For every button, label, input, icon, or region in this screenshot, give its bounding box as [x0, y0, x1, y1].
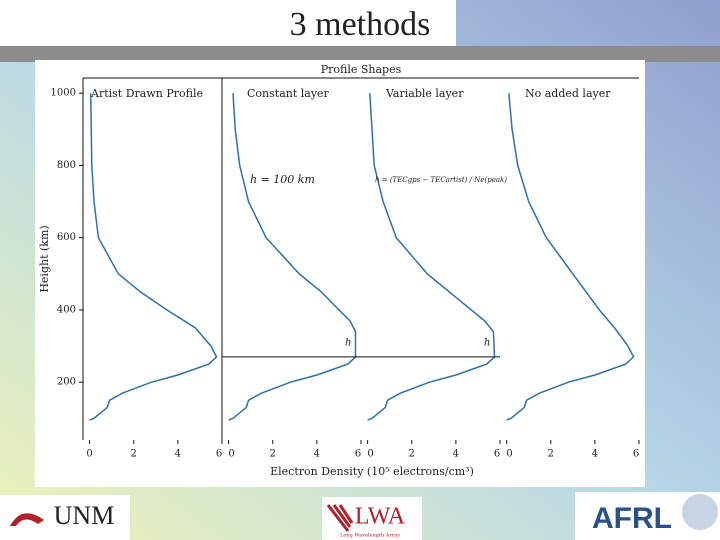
panel-title: Variable layer [385, 87, 464, 100]
x-tick-label: 6 [216, 449, 222, 460]
panel-title: No added layer [525, 87, 611, 100]
reference-label: h [484, 337, 490, 348]
figure-title: Profile Shapes [321, 63, 402, 76]
logo-mark [10, 513, 44, 526]
x-tick-label: 0 [228, 449, 234, 460]
x-tick-label: 6 [355, 449, 361, 460]
y-tick-label: 600 [57, 232, 76, 243]
logo-subtext: Long Wavelength Array [340, 533, 400, 539]
x-tick-label: 2 [270, 449, 276, 460]
y-tick-label: 200 [57, 377, 76, 388]
logo-text: UNM [54, 501, 115, 530]
profile-line [228, 93, 357, 421]
slide-title: 3 methods [290, 6, 431, 43]
x-tick-label: 2 [548, 449, 554, 460]
x-tick-label: 0 [86, 449, 92, 460]
x-tick-label: 0 [367, 449, 373, 460]
chart: Profile Shapes Electron Density (10⁵ elec… [38, 63, 640, 478]
panel-title: Artist Drawn Profile [90, 87, 203, 100]
y-axis-label: Height (km) [38, 225, 51, 292]
title-bar [0, 46, 720, 62]
x-tick-label: 2 [131, 449, 137, 460]
x-axis-label: Electron Density (10⁵ electrons/cm³) [270, 465, 474, 478]
profile-line [506, 93, 635, 421]
title-box [0, 0, 456, 46]
x-tick-label: 4 [592, 449, 598, 460]
x-tick-label: 2 [409, 449, 415, 460]
y-tick-label: 400 [57, 304, 76, 315]
profile-line [89, 93, 218, 421]
y-tick-label: 1000 [51, 88, 76, 99]
x-tick-label: 6 [494, 449, 500, 460]
logo-text: LWA [355, 504, 406, 530]
reference-label: h [345, 337, 351, 348]
logo-text: AFRL [592, 502, 672, 535]
logo-globe [682, 494, 718, 530]
y-tick-label: 800 [57, 160, 76, 171]
chart-area [35, 60, 645, 487]
x-tick-label: 4 [453, 449, 459, 460]
x-tick-label: 6 [633, 449, 639, 460]
logo-mark [326, 504, 354, 532]
x-tick-label: 0 [506, 449, 512, 460]
annotation: h = 100 km [250, 173, 315, 186]
x-tick-label: 4 [314, 449, 320, 460]
x-tick-label: 4 [175, 449, 181, 460]
panel-title: Constant layer [247, 87, 330, 100]
annotation: h = (TECgps − TECartist) / Ne(peak) [375, 176, 507, 184]
